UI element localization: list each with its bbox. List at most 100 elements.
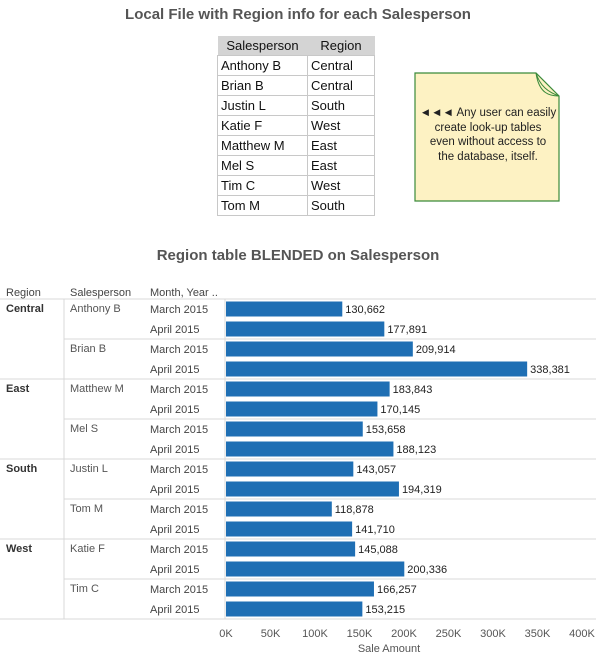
column-header-salesperson: Salesperson <box>70 287 132 299</box>
note-line: ◄◄◄ Any user can easily <box>419 107 557 119</box>
table-row: Katie F West <box>217 115 375 136</box>
sticky-note-body <box>414 72 560 202</box>
salesperson-label: Brian B <box>70 343 106 355</box>
salesperson-label: Matthew M <box>70 383 124 395</box>
data-label: 209,914 <box>416 344 456 356</box>
salesperson-label: Katie F <box>70 543 105 555</box>
bar <box>226 561 405 577</box>
region-label: East <box>6 383 30 395</box>
bar <box>226 601 363 617</box>
bar <box>226 381 390 397</box>
table-row: Tom M South <box>217 195 375 216</box>
table-header-row: Salesperson Region <box>217 36 375 56</box>
top-title: Local File with Region info for each Sal… <box>125 6 471 23</box>
region-label: South <box>6 463 37 475</box>
data-label: 130,662 <box>345 304 385 316</box>
x-tick-label: 300K <box>480 628 506 640</box>
bar <box>226 421 363 437</box>
column-header-month-year: Month, Year .. <box>150 287 218 299</box>
bar <box>226 581 374 597</box>
region-label: Central <box>6 303 44 315</box>
region-label: West <box>6 543 32 555</box>
bar <box>226 321 385 337</box>
data-label: 143,057 <box>356 464 396 476</box>
month-label: March 2015 <box>150 464 208 476</box>
note-line: create look-up tables <box>434 121 542 134</box>
salesperson-region-table: Salesperson Region Anthony B Central Bria… <box>217 36 375 216</box>
month-label: April 2015 <box>150 484 200 496</box>
data-label: 153,215 <box>365 604 405 616</box>
data-label: 166,257 <box>377 584 417 596</box>
cell-region: East <box>307 135 375 156</box>
data-label: 145,088 <box>358 544 398 556</box>
chart-title: Region table BLENDED on Salesperson <box>156 247 440 264</box>
month-label: March 2015 <box>150 544 208 556</box>
column-header-salesperson: Salesperson <box>217 36 308 56</box>
column-header-region: Region <box>6 287 41 299</box>
month-label: March 2015 <box>150 424 208 436</box>
table-row: Tim C West <box>217 175 375 196</box>
month-label: April 2015 <box>150 564 200 576</box>
cell-region: West <box>307 115 375 136</box>
data-label: 141,710 <box>355 524 395 536</box>
cell-salesperson: Katie F <box>217 115 308 136</box>
month-label: April 2015 <box>150 444 200 456</box>
cell-salesperson: Justin L <box>217 95 308 116</box>
data-label: 118,878 <box>335 504 374 516</box>
month-label: April 2015 <box>150 324 200 336</box>
salesperson-label: Tim C <box>70 583 99 595</box>
x-tick-label: 250K <box>436 628 462 640</box>
note-line: even without access to <box>429 136 547 148</box>
x-tick-label: 350K <box>525 628 551 640</box>
bar <box>226 481 399 497</box>
cell-region: South <box>307 195 375 216</box>
x-axis-title: Sale Amount <box>358 643 420 655</box>
sticky-note <box>414 72 560 202</box>
month-label: March 2015 <box>150 504 208 516</box>
bar <box>226 361 528 377</box>
table-row: Brian B Central <box>217 75 375 96</box>
cell-salesperson: Anthony B <box>217 55 308 76</box>
sticky-note-text: ◄◄◄ Any user can easily create look-up t… <box>418 106 558 164</box>
data-label: 188,123 <box>396 444 436 456</box>
bar <box>226 401 378 417</box>
table-row: Mel S East <box>217 155 375 176</box>
month-label: March 2015 <box>150 384 208 396</box>
bar <box>226 461 354 477</box>
data-label: 183,843 <box>393 384 433 396</box>
x-tick-label: 150K <box>347 628 373 640</box>
salesperson-label: Mel S <box>70 423 98 435</box>
data-label: 200,336 <box>407 564 447 576</box>
month-label: April 2015 <box>150 604 200 616</box>
bar <box>226 521 353 537</box>
month-label: April 2015 <box>150 524 200 536</box>
x-tick-label: 400K <box>569 628 595 640</box>
x-tick-label: 50K <box>261 628 281 640</box>
note-line: the database, itself. <box>438 150 538 163</box>
month-label: March 2015 <box>150 304 208 316</box>
month-label: April 2015 <box>150 404 200 416</box>
column-header-region: Region <box>307 36 375 56</box>
table-row: Matthew M East <box>217 135 375 156</box>
data-label: 170,145 <box>380 404 420 416</box>
salesperson-label: Tom M <box>70 503 103 515</box>
x-tick-label: 200K <box>391 628 417 640</box>
salesperson-label: Justin L <box>70 463 108 475</box>
cell-salesperson: Mel S <box>217 155 308 176</box>
cell-region: West <box>307 175 375 196</box>
data-label: 194,319 <box>402 484 442 496</box>
month-label: March 2015 <box>150 584 208 596</box>
bar <box>226 441 394 457</box>
data-label: 177,891 <box>387 324 427 336</box>
salesperson-label: Anthony B <box>70 303 121 315</box>
cell-salesperson: Tom M <box>217 195 308 216</box>
bar <box>226 501 332 517</box>
bar <box>226 541 356 557</box>
data-label: 153,658 <box>366 424 406 436</box>
sticky-note-fold-icon <box>535 72 560 97</box>
bar <box>226 301 343 317</box>
month-label: April 2015 <box>150 364 200 376</box>
bar <box>226 341 413 357</box>
data-label: 338,381 <box>530 364 570 376</box>
